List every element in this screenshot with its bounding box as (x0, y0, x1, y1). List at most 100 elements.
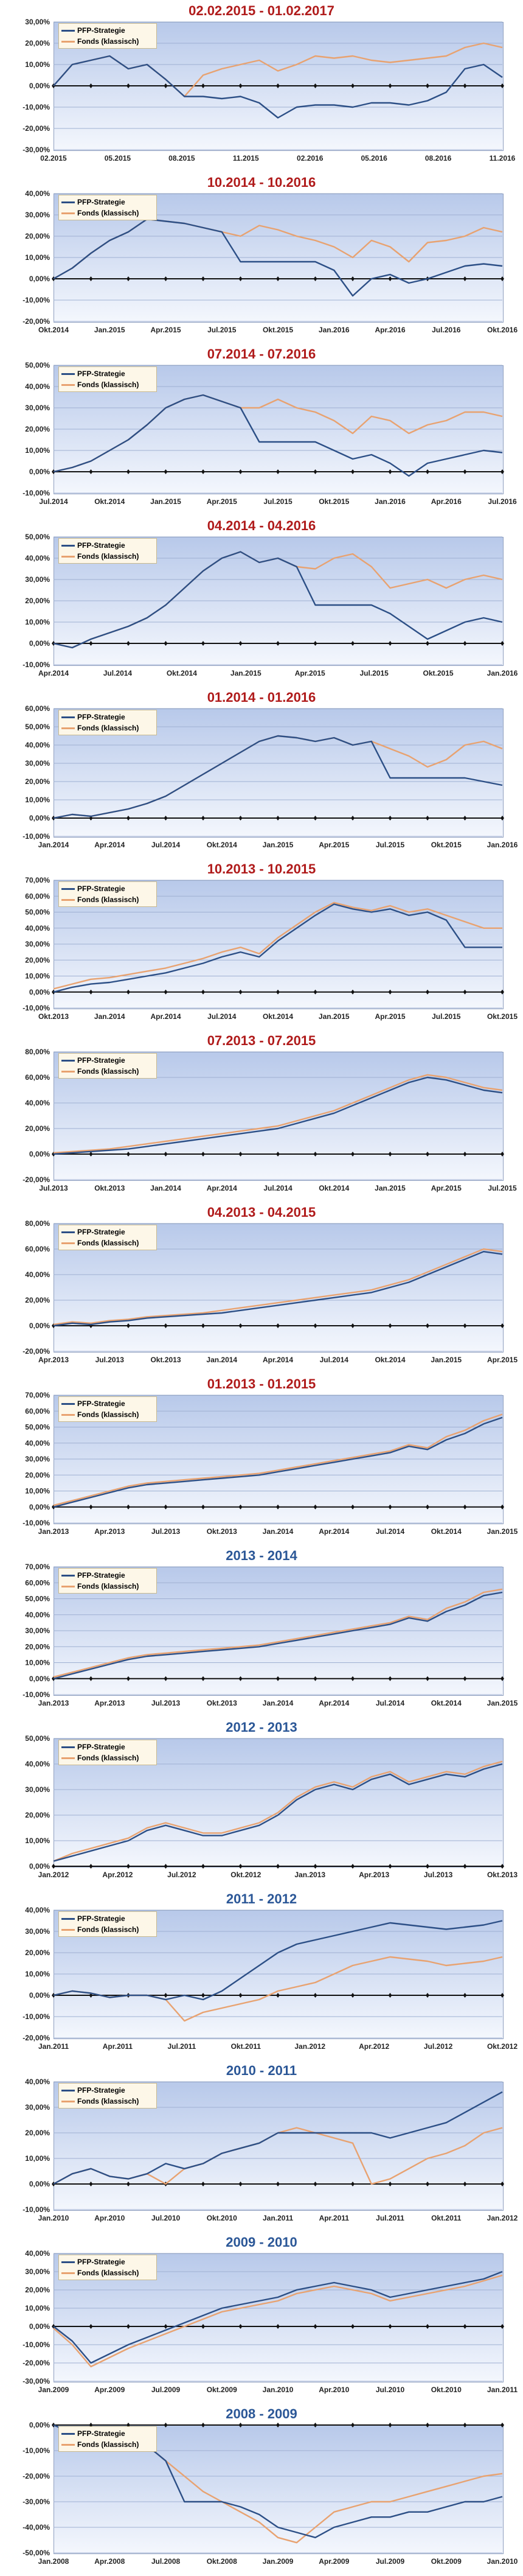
axis-marker (313, 276, 317, 281)
axis-marker (201, 816, 205, 821)
legend-label: Fonds (klassisch) (77, 724, 139, 732)
x-tick-label: Apr.2015 (319, 841, 349, 849)
y-tick-label: 0,00% (29, 1150, 50, 1158)
legend-swatch (61, 1231, 75, 1234)
x-tick-label: Okt.2015 (487, 1012, 518, 1021)
y-tick-label: 0,00% (29, 2322, 50, 2331)
legend-label: PFP-Strategie (77, 1914, 125, 1923)
x-tick-label: Apr.2010 (319, 2385, 349, 2394)
x-tick-label: Jan.2015 (487, 1699, 518, 1707)
axis-marker (276, 1676, 280, 1681)
y-tick-label: 10,00% (25, 1970, 50, 1978)
series-line-fonds (53, 1248, 503, 1326)
x-tick-label: Jul.2015 (263, 497, 293, 506)
y-tick-label: -10,00% (23, 103, 50, 111)
x-tick-label: Apr.2014 (207, 1184, 237, 1192)
x-tick-label: Okt.2014 (375, 1356, 405, 1364)
x-tick-label: Jul.2014 (39, 497, 68, 506)
x-tick-label: Jan.2014 (38, 841, 69, 849)
axis-marker (126, 1864, 130, 1869)
y-tick-label: 10,00% (25, 2154, 50, 2163)
axis-marker (164, 2324, 168, 2329)
x-tick-label: Jul.2014 (207, 1012, 237, 1021)
axis-marker (351, 2182, 355, 2186)
chart-panel: 2009 - 2010 40,00% 30,00% 20,00% 10,00% 0,00%… (0, 2231, 523, 2397)
axis-marker (238, 1504, 243, 1510)
x-tick-label: Jan.2010 (263, 2385, 294, 2394)
chart-title: 01.2013 - 01.2015 (207, 1376, 316, 1391)
legend-swatch (61, 30, 75, 32)
x-tick-label: Apr.2009 (94, 2385, 125, 2394)
axis-marker (463, 1676, 467, 1681)
axis-marker (388, 1993, 392, 1998)
legend-item-fonds: Fonds (klassisch) (61, 2096, 139, 2106)
y-tick-label: 0,00% (29, 2180, 50, 2188)
y-tick-label: 80,00% (25, 1219, 50, 1228)
axis-marker (388, 2182, 392, 2186)
axis-marker (126, 816, 130, 821)
legend-item-pfp: PFP-Strategie (61, 2085, 125, 2095)
axis-marker (388, 816, 392, 821)
axis-marker (351, 816, 355, 821)
legend-item-fonds: Fonds (klassisch) (61, 551, 139, 561)
x-tick-label: Jan.2014 (150, 1184, 181, 1192)
series-line-fonds (53, 1074, 503, 1154)
axis-marker (388, 1864, 392, 1869)
y-tick-label: 0,00% (29, 2421, 50, 2429)
axis-marker (426, 1676, 429, 1681)
x-tick-label: Apr.2016 (375, 326, 405, 334)
series-line-pfp (53, 2091, 503, 2185)
x-tick-label: Okt.2014 (207, 841, 237, 849)
y-tick-label: -10,00% (23, 1004, 50, 1012)
y-tick-label: 10,00% (25, 1487, 50, 1496)
axis-marker (201, 641, 205, 646)
x-tick-label: Okt.2009 (207, 2385, 237, 2394)
y-tick-label: 40,00% (25, 1760, 50, 1768)
y-tick-label: 10,00% (25, 253, 50, 262)
y-tick-label: 40,00% (25, 2249, 50, 2258)
x-tick-label: Okt.2013 (207, 1699, 237, 1707)
y-tick-label: 20,00% (25, 1471, 50, 1479)
chart-title: 2009 - 2010 (226, 2235, 297, 2250)
y-tick-label: 0,00% (29, 275, 50, 283)
axis-marker (89, 1504, 93, 1510)
axis-marker (426, 2324, 429, 2329)
y-tick-label: 10,00% (25, 2304, 50, 2312)
y-tick-label: 80,00% (25, 1048, 50, 1056)
legend: PFP-Strategie Fonds (klassisch) (58, 1568, 157, 1594)
y-tick-label: 20,00% (25, 956, 50, 964)
axis-marker (238, 2182, 243, 2186)
x-tick-label: Jan.2015 (375, 1184, 406, 1192)
legend-label: PFP-Strategie (77, 2258, 125, 2266)
y-tick-label: 40,00% (25, 741, 50, 749)
y-tick-label: 0,00% (29, 467, 50, 476)
axis-marker (276, 1504, 280, 1510)
axis-marker (238, 276, 243, 281)
chart-title: 10.2014 - 10.2016 (207, 175, 316, 190)
axis-marker (276, 1152, 280, 1157)
x-tick-label: Apr.2013 (94, 1699, 125, 1707)
y-tick-label: 0,00% (29, 639, 50, 648)
x-tick-label: Jan.2014 (206, 1356, 237, 1364)
series-line-pfp (53, 1076, 503, 1155)
axis-marker (463, 816, 467, 821)
axis-marker (463, 469, 467, 474)
y-tick-label: -20,00% (23, 2472, 50, 2480)
y-tick-label: 10,00% (25, 1659, 50, 1667)
axis-marker (313, 1676, 317, 1681)
chart-title: 2013 - 2014 (226, 1548, 297, 1563)
y-tick-label: 40,00% (25, 1906, 50, 1914)
axis-marker (426, 989, 429, 995)
y-tick-label: -10,00% (23, 1519, 50, 1527)
legend-item-fonds: Fonds (klassisch) (61, 1925, 139, 1934)
legend: PFP-Strategie Fonds (klassisch) (58, 881, 157, 907)
legend-swatch (61, 2272, 75, 2275)
y-tick-label: 20,00% (25, 39, 50, 47)
x-tick-label: Apr.2015 (207, 497, 237, 506)
axis-marker (313, 469, 317, 474)
legend: PFP-Strategie Fonds (klassisch) (58, 710, 157, 735)
x-tick-label: Jan.2013 (38, 1527, 69, 1536)
legend-swatch (61, 545, 75, 547)
legend-swatch (61, 899, 75, 901)
legend-item-fonds: Fonds (klassisch) (61, 723, 139, 733)
